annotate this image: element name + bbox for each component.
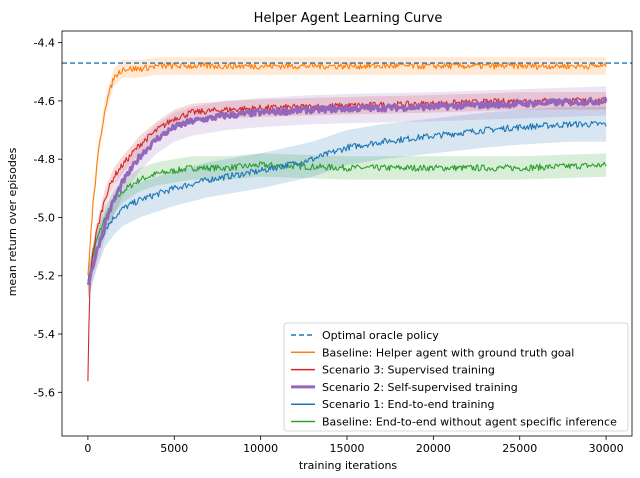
y-tick-label: -4.6	[34, 95, 55, 108]
x-axis-title: training iterations	[299, 459, 398, 472]
x-tick-label: 5000	[160, 442, 188, 455]
x-tick-label: 0	[84, 442, 91, 455]
legend-label-6: Baseline: End-to-end without agent speci…	[322, 416, 617, 429]
legend-label-4: Scenario 2: Self-supervised training	[322, 381, 518, 394]
x-tick-label: 30000	[589, 442, 624, 455]
axes: 0 5000 10000 15000 20000 25000 30000 -4.4 -4.6 -4…	[34, 30, 633, 455]
legend: Optimal oracle policy Baseline: Helper ag…	[283, 322, 629, 432]
legend-label-5: Scenario 1: End-to-end training	[322, 398, 494, 411]
legend-box	[283, 322, 629, 432]
legend-label-3: Scenario 3: Supervised training	[322, 364, 495, 377]
legend-label-2: Baseline: Helper agent with ground truth…	[322, 346, 574, 359]
series-line-5	[87, 120, 607, 282]
series-line-4	[86, 96, 608, 286]
x-tick-label: 10000	[243, 442, 278, 455]
y-tick-label: -5.4	[34, 328, 55, 341]
y-tick-label: -4.8	[34, 153, 55, 166]
y-tick-label: -5.0	[34, 211, 55, 224]
x-tick-label: 25000	[502, 442, 537, 455]
legend-label-1: Optimal oracle policy	[322, 329, 439, 342]
x-tick-label: 20000	[416, 442, 451, 455]
y-axis-title: mean return over episodes	[6, 147, 19, 296]
y-tick-label: -5.2	[34, 270, 55, 283]
y-tick-label: -5.6	[34, 386, 55, 399]
series-lines	[62, 62, 632, 382]
series-line-6	[87, 161, 607, 285]
chart-title: Helper Agent Learning Curve	[254, 11, 443, 26]
y-tick-label: -4.4	[34, 37, 55, 50]
series-band-4	[87, 86, 607, 300]
x-tick-label: 15000	[330, 442, 365, 455]
